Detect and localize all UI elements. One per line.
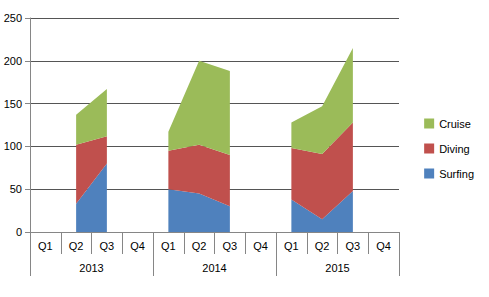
svg-text:Diving: Diving	[439, 143, 470, 155]
svg-text:Q4: Q4	[130, 240, 145, 252]
svg-text:100: 100	[4, 140, 22, 152]
svg-text:Q1: Q1	[38, 240, 53, 252]
svg-text:Q4: Q4	[253, 240, 268, 252]
svg-text:2015: 2015	[325, 262, 349, 274]
svg-text:2013: 2013	[79, 262, 103, 274]
svg-text:Cruise: Cruise	[439, 118, 471, 130]
svg-text:Surfing: Surfing	[439, 168, 474, 180]
svg-text:Q1: Q1	[284, 240, 299, 252]
svg-text:0: 0	[16, 226, 22, 238]
svg-text:2014: 2014	[202, 262, 226, 274]
svg-text:Q3: Q3	[346, 240, 361, 252]
svg-text:Q2: Q2	[69, 240, 84, 252]
svg-text:200: 200	[4, 55, 22, 67]
svg-text:Q4: Q4	[376, 240, 391, 252]
svg-text:Q1: Q1	[161, 240, 176, 252]
svg-text:150: 150	[4, 98, 22, 110]
svg-text:Q3: Q3	[100, 240, 115, 252]
svg-text:50: 50	[10, 183, 22, 195]
svg-text:Q2: Q2	[192, 240, 207, 252]
svg-text:250: 250	[4, 12, 22, 24]
svg-text:Q2: Q2	[315, 240, 330, 252]
svg-text:Q3: Q3	[223, 240, 238, 252]
